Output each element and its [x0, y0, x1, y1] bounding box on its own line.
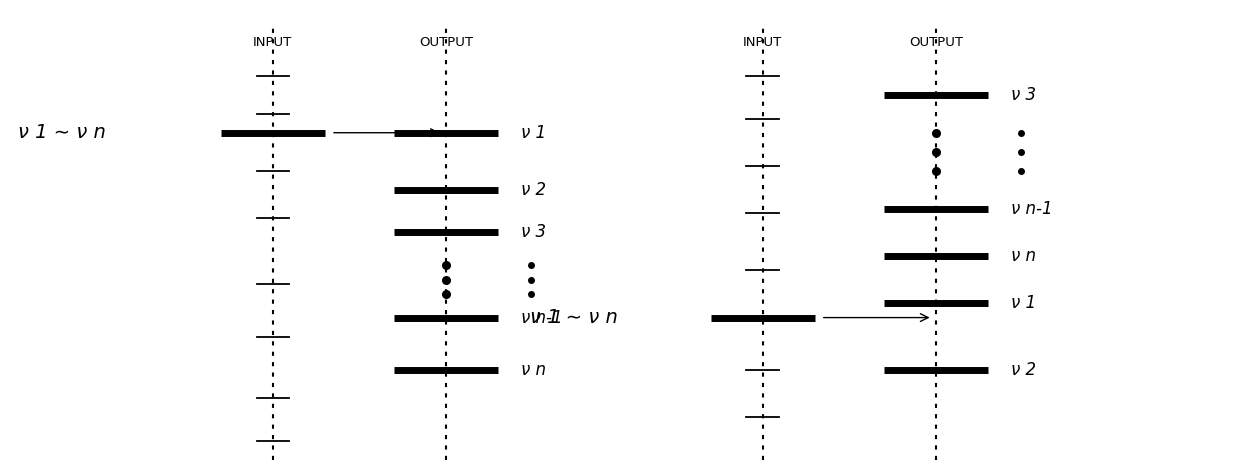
Text: ν 3: ν 3 [1011, 86, 1035, 104]
Text: ν 1: ν 1 [1011, 294, 1035, 312]
Text: ν n-1: ν n-1 [521, 309, 563, 327]
Text: INPUT: INPUT [253, 36, 293, 49]
Text: ν 1 ∼ ν n: ν 1 ∼ ν n [529, 308, 618, 327]
Text: OUTPUT: OUTPUT [419, 36, 474, 49]
Text: ν n-1: ν n-1 [1011, 200, 1053, 218]
Text: ν 1 ∼ ν n: ν 1 ∼ ν n [17, 123, 105, 142]
Text: ν n: ν n [1011, 247, 1035, 265]
Text: ν n: ν n [521, 361, 546, 379]
Text: ν 1: ν 1 [521, 124, 546, 142]
Text: ν 2: ν 2 [1011, 361, 1035, 379]
Text: OUTPUT: OUTPUT [909, 36, 963, 49]
Text: ν 3: ν 3 [521, 223, 546, 241]
Text: INPUT: INPUT [743, 36, 782, 49]
Text: ν 2: ν 2 [521, 181, 546, 199]
